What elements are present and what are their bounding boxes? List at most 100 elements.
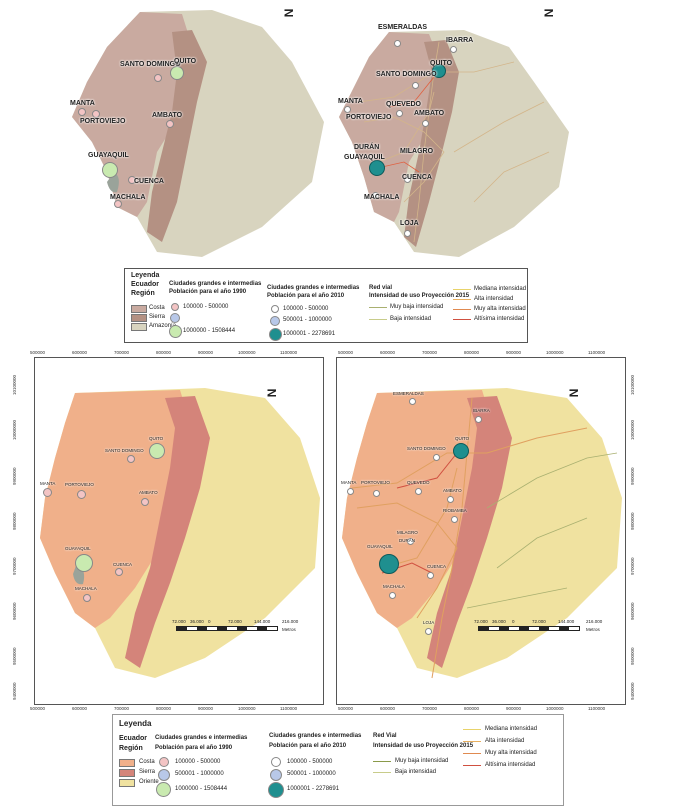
city-marker-portoviejo bbox=[373, 490, 380, 497]
col3-subtitle: Intensidad de uso Proyección 2015 bbox=[369, 293, 470, 299]
city-label: LOJA bbox=[423, 620, 435, 625]
city-label: RIOBAMBA bbox=[443, 508, 467, 513]
city-label: QUITO bbox=[455, 436, 470, 441]
city-marker-milagro bbox=[407, 538, 414, 545]
col2-title: Ciudades grandes e intermedias bbox=[267, 285, 360, 291]
city-marker-manta bbox=[78, 108, 86, 116]
x-tick: 700000 bbox=[422, 706, 438, 711]
x-tick: 600000 bbox=[72, 706, 88, 711]
city-label: ESMERALDAS bbox=[378, 24, 428, 31]
city-marker-guayaquil bbox=[369, 160, 385, 176]
col3-left-item: Muy baja intensidad bbox=[390, 304, 444, 310]
road-swatch bbox=[463, 729, 481, 730]
col3-right-item: Alta intensidad bbox=[485, 738, 525, 744]
col3-left-item: Baja intensidad bbox=[390, 316, 432, 322]
legend-circle-mid bbox=[170, 313, 180, 323]
legend-circle-big bbox=[169, 325, 182, 338]
city-marker-quito bbox=[453, 443, 469, 459]
city-label: QUEVEDO bbox=[407, 480, 430, 485]
city-label: CUENCA bbox=[402, 174, 432, 181]
bottom-map-left: N SANTO DOMINGO QUITO MANTA PORTOVIEJO A… bbox=[34, 357, 324, 705]
swatch-costa bbox=[131, 305, 147, 313]
city-label: MACHALA bbox=[75, 586, 97, 591]
col2-item: 500001 - 1000000 bbox=[283, 317, 332, 323]
city-marker-quito bbox=[149, 443, 165, 459]
scale-label: 72.000 bbox=[532, 619, 546, 624]
x-tick: 1100000 bbox=[588, 350, 606, 355]
legend-region-title: Región bbox=[131, 290, 155, 297]
city-label: QUITO bbox=[149, 436, 164, 441]
city-label: AMBATO bbox=[139, 490, 158, 495]
y-tick: 9500000 bbox=[12, 647, 17, 665]
col1-item: 1000000 - 1508444 bbox=[183, 328, 236, 334]
road-swatch bbox=[453, 299, 471, 300]
city-marker-esmeraldas bbox=[394, 40, 401, 47]
city-label: GUAYAQUIL bbox=[367, 544, 393, 549]
city-marker-santo-domingo bbox=[127, 455, 135, 463]
col3-right-item: Muy alta intensidad bbox=[474, 306, 526, 312]
y-tick: 9800000 bbox=[630, 512, 635, 530]
scale-label: 216.000 bbox=[282, 619, 299, 624]
city-label: GUAYAQUIL bbox=[344, 154, 385, 161]
ecuador-map-1990 bbox=[72, 10, 324, 257]
road-swatch bbox=[453, 289, 471, 290]
city-marker-ambato bbox=[166, 120, 174, 128]
city-marker-ambato bbox=[141, 498, 149, 506]
city-marker-santo-domingo bbox=[154, 74, 162, 82]
city-marker-quevedo bbox=[415, 488, 422, 495]
city-label: CUENCA bbox=[427, 564, 447, 569]
city-label: SANTO DOMINGO bbox=[376, 71, 437, 78]
city-label: MANTA bbox=[341, 480, 357, 485]
x-tick: 800000 bbox=[156, 706, 172, 711]
y-tick: 10000000 bbox=[12, 419, 17, 440]
x-tick: 700000 bbox=[422, 350, 438, 355]
city-label: AMBATO bbox=[414, 110, 445, 117]
x-tick: 500000 bbox=[30, 350, 46, 355]
y-tick: 9800000 bbox=[12, 512, 17, 530]
city-label: MACHALA bbox=[364, 194, 400, 201]
city-label: ESMERALDAS bbox=[393, 391, 424, 396]
x-tick: 1000000 bbox=[546, 350, 564, 355]
region-label: Amazonía bbox=[149, 323, 177, 329]
col3-right-item: Altísima intensidad bbox=[474, 316, 525, 322]
x-tick: 800000 bbox=[156, 350, 172, 355]
scale-label: 72.000 bbox=[474, 619, 488, 624]
road-swatch bbox=[463, 753, 481, 754]
x-tick: 1100000 bbox=[280, 706, 298, 711]
col3-right-item: Mediana intensidad bbox=[474, 286, 527, 292]
city-label: QUITO bbox=[430, 60, 453, 67]
city-marker-loja bbox=[425, 628, 432, 635]
city-marker-ibarra bbox=[450, 46, 457, 53]
city-marker-cuenca bbox=[128, 176, 136, 184]
col1-item: 1000000 - 1508444 bbox=[175, 786, 228, 792]
col3-left-item: Baja intensidad bbox=[395, 769, 437, 775]
y-tick: 10000000 bbox=[630, 419, 635, 440]
legend-circle-mid bbox=[158, 769, 170, 781]
scale-label: 0 bbox=[512, 619, 515, 624]
x-tick: 600000 bbox=[72, 350, 88, 355]
x-tick: 500000 bbox=[338, 350, 354, 355]
legend-circle-mid bbox=[270, 769, 282, 781]
y-tick: 9600000 bbox=[12, 602, 17, 620]
city-label: MILAGRO bbox=[400, 148, 434, 155]
y-tick: 10100000 bbox=[630, 374, 635, 395]
city-marker-ambato bbox=[447, 496, 454, 503]
ecuador-map-1990-utm bbox=[40, 388, 320, 678]
legend-circle-small bbox=[159, 757, 169, 767]
city-label: GUAYAQUIL bbox=[65, 546, 91, 551]
x-tick: 1100000 bbox=[280, 350, 298, 355]
legend-title: Leyenda bbox=[119, 719, 152, 728]
col3-subtitle: Intensidad de uso Proyección 2015 bbox=[373, 743, 474, 749]
x-tick: 700000 bbox=[114, 706, 130, 711]
city-marker-guayaquil bbox=[102, 162, 118, 178]
region-label: Costa bbox=[149, 305, 165, 311]
legend-circle-small bbox=[271, 757, 281, 767]
city-marker-manta bbox=[347, 488, 354, 495]
col2-item: 1000001 - 2278691 bbox=[287, 786, 340, 792]
scale-label: 0 bbox=[208, 619, 211, 624]
col3-title: Red vial bbox=[369, 285, 393, 291]
legend-country: Ecuador bbox=[131, 281, 160, 288]
x-tick: 900000 bbox=[506, 350, 522, 355]
y-tick: 10100000 bbox=[12, 374, 17, 395]
road-swatch bbox=[373, 761, 391, 762]
